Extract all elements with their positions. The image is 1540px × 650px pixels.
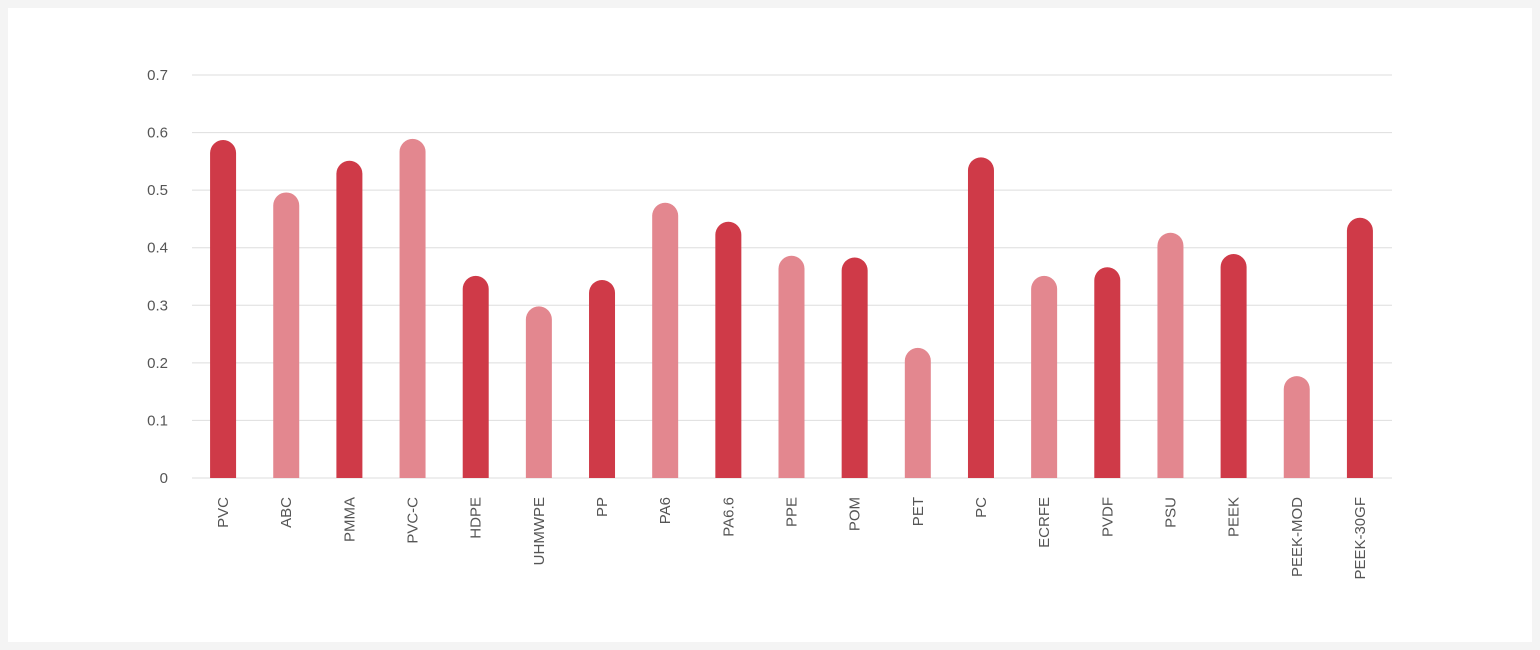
y-tick-label: 0.2 <box>147 355 168 372</box>
chart-panel: 0 0.1 0.2 0.3 0.4 0.5 0.6 0.7 PVC ABC PMMA PVC-C HD… <box>8 8 1532 642</box>
x-tick-label: PP <box>594 497 611 517</box>
bar-pmma[interactable] <box>336 160 363 478</box>
bar-abc[interactable] <box>273 192 300 478</box>
bar-peek[interactable] <box>1220 254 1247 478</box>
x-tick-label: PVC <box>215 497 232 528</box>
bar-ecrfe[interactable] <box>1031 275 1058 478</box>
y-tick-label: 0.6 <box>147 125 168 142</box>
bars <box>210 138 1373 478</box>
x-tick-label: PA6.6 <box>720 497 737 537</box>
bar-peek-30gf[interactable] <box>1346 217 1373 478</box>
bar-peek-mod[interactable] <box>1283 376 1310 478</box>
x-tick-label: PEEK <box>1226 497 1243 537</box>
bar-pp[interactable] <box>589 279 616 478</box>
x-tick-label: ABC <box>278 497 295 528</box>
bar-pvdf[interactable] <box>1094 267 1121 478</box>
x-axis-labels: PVC ABC PMMA PVC-C HDPE UHMWPE PP PA6 PA6.6 PPE PO… <box>215 497 1369 580</box>
y-tick-label: 0.1 <box>147 412 168 429</box>
bar-pvc-c[interactable] <box>399 138 426 478</box>
x-tick-label: PEEK-30GF <box>1352 497 1369 580</box>
x-tick-label: PET <box>910 497 927 526</box>
x-tick-label: POM <box>847 497 864 531</box>
bar-hdpe[interactable] <box>462 275 489 478</box>
x-tick-label: UHMWPE <box>531 497 548 565</box>
y-axis-ticks: 0 0.1 0.2 0.3 0.4 0.5 0.6 0.7 <box>147 67 168 487</box>
bar-pa6-6[interactable] <box>715 221 742 478</box>
bar-pc[interactable] <box>967 157 994 478</box>
x-tick-label: PC <box>973 497 990 518</box>
y-tick-label: 0.7 <box>147 67 168 84</box>
y-tick-label: 0.5 <box>147 182 168 199</box>
bar-ppe[interactable] <box>778 255 805 478</box>
y-tick-label: 0.3 <box>147 297 168 314</box>
bar-psu[interactable] <box>1157 232 1184 478</box>
x-tick-label: PVC-C <box>405 497 422 544</box>
bar-pa6[interactable] <box>652 202 679 478</box>
bar-pet[interactable] <box>904 347 931 478</box>
bar-chart: 0 0.1 0.2 0.3 0.4 0.5 0.6 0.7 PVC ABC PMMA PVC-C HD… <box>147 67 1392 580</box>
y-tick-label: 0 <box>160 470 168 487</box>
x-tick-label: ECRFE <box>1036 497 1053 548</box>
x-tick-label: PVDF <box>1099 497 1116 537</box>
bar-uhmwpe[interactable] <box>525 306 552 478</box>
x-tick-label: PPE <box>784 497 801 527</box>
x-tick-label: PA6 <box>657 497 674 524</box>
x-tick-label: PSU <box>1162 497 1179 528</box>
bar-pom[interactable] <box>841 257 868 478</box>
x-tick-label: PMMA <box>341 497 358 542</box>
bar-pvc[interactable] <box>210 140 237 478</box>
y-tick-label: 0.4 <box>147 240 168 257</box>
x-tick-label: HDPE <box>468 497 485 539</box>
x-tick-label: PEEK-MOD <box>1289 497 1306 577</box>
